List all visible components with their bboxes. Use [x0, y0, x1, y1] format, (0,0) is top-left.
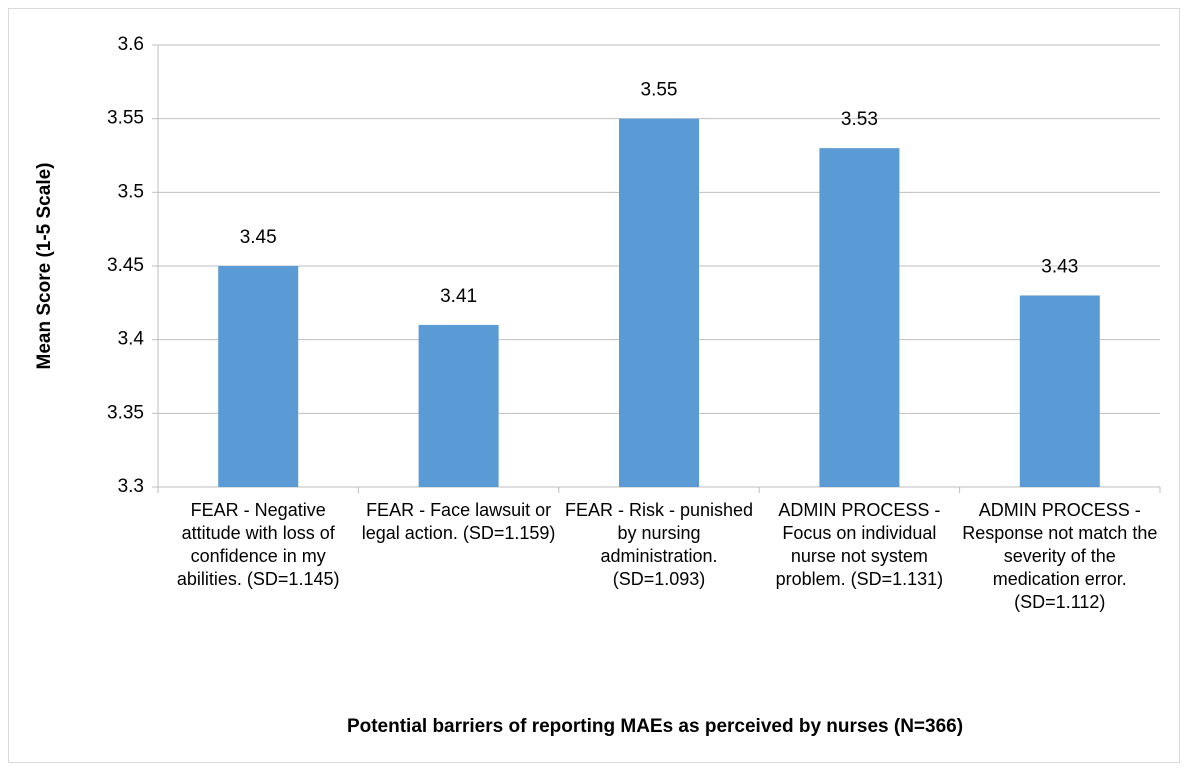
- data-label: 3.55: [641, 80, 678, 101]
- x-tick-label: FEAR - Risk - punished by nursing admini…: [564, 500, 754, 589]
- bar: [619, 118, 699, 488]
- x-tick-label: ADMIN PROCESS - Focus on individual nurs…: [775, 500, 944, 589]
- data-label: 3.43: [1041, 256, 1078, 277]
- bar: [418, 324, 499, 487]
- data-label: 3.45: [240, 227, 277, 248]
- chart-border: [8, 8, 1180, 763]
- data-label: 3.53: [841, 109, 878, 130]
- bar: [819, 148, 900, 487]
- bar: [1019, 295, 1100, 487]
- y-tick-label: 3.55: [107, 108, 144, 129]
- x-tick-label: FEAR - Face lawsuit or legal action. (SD…: [361, 500, 556, 543]
- x-tick-label: FEAR - Negative attitude with loss of co…: [176, 500, 340, 589]
- y-tick-label: 3.4: [118, 329, 145, 350]
- y-tick-label: 3.6: [118, 34, 144, 55]
- x-axis-title: Potential barriers of reporting MAEs as …: [347, 716, 963, 737]
- y-tick-label: 3.45: [107, 255, 144, 276]
- x-tick-label: ADMIN PROCESS - Response not match the s…: [962, 500, 1158, 612]
- y-tick-label: 3.5: [118, 181, 144, 202]
- y-axis-title: Mean Score (1-5 Scale): [34, 163, 55, 370]
- y-tick-label: 3.3: [118, 476, 144, 497]
- bar: [218, 266, 299, 487]
- y-tick-label: 3.35: [107, 402, 144, 423]
- data-label: 3.41: [440, 286, 477, 307]
